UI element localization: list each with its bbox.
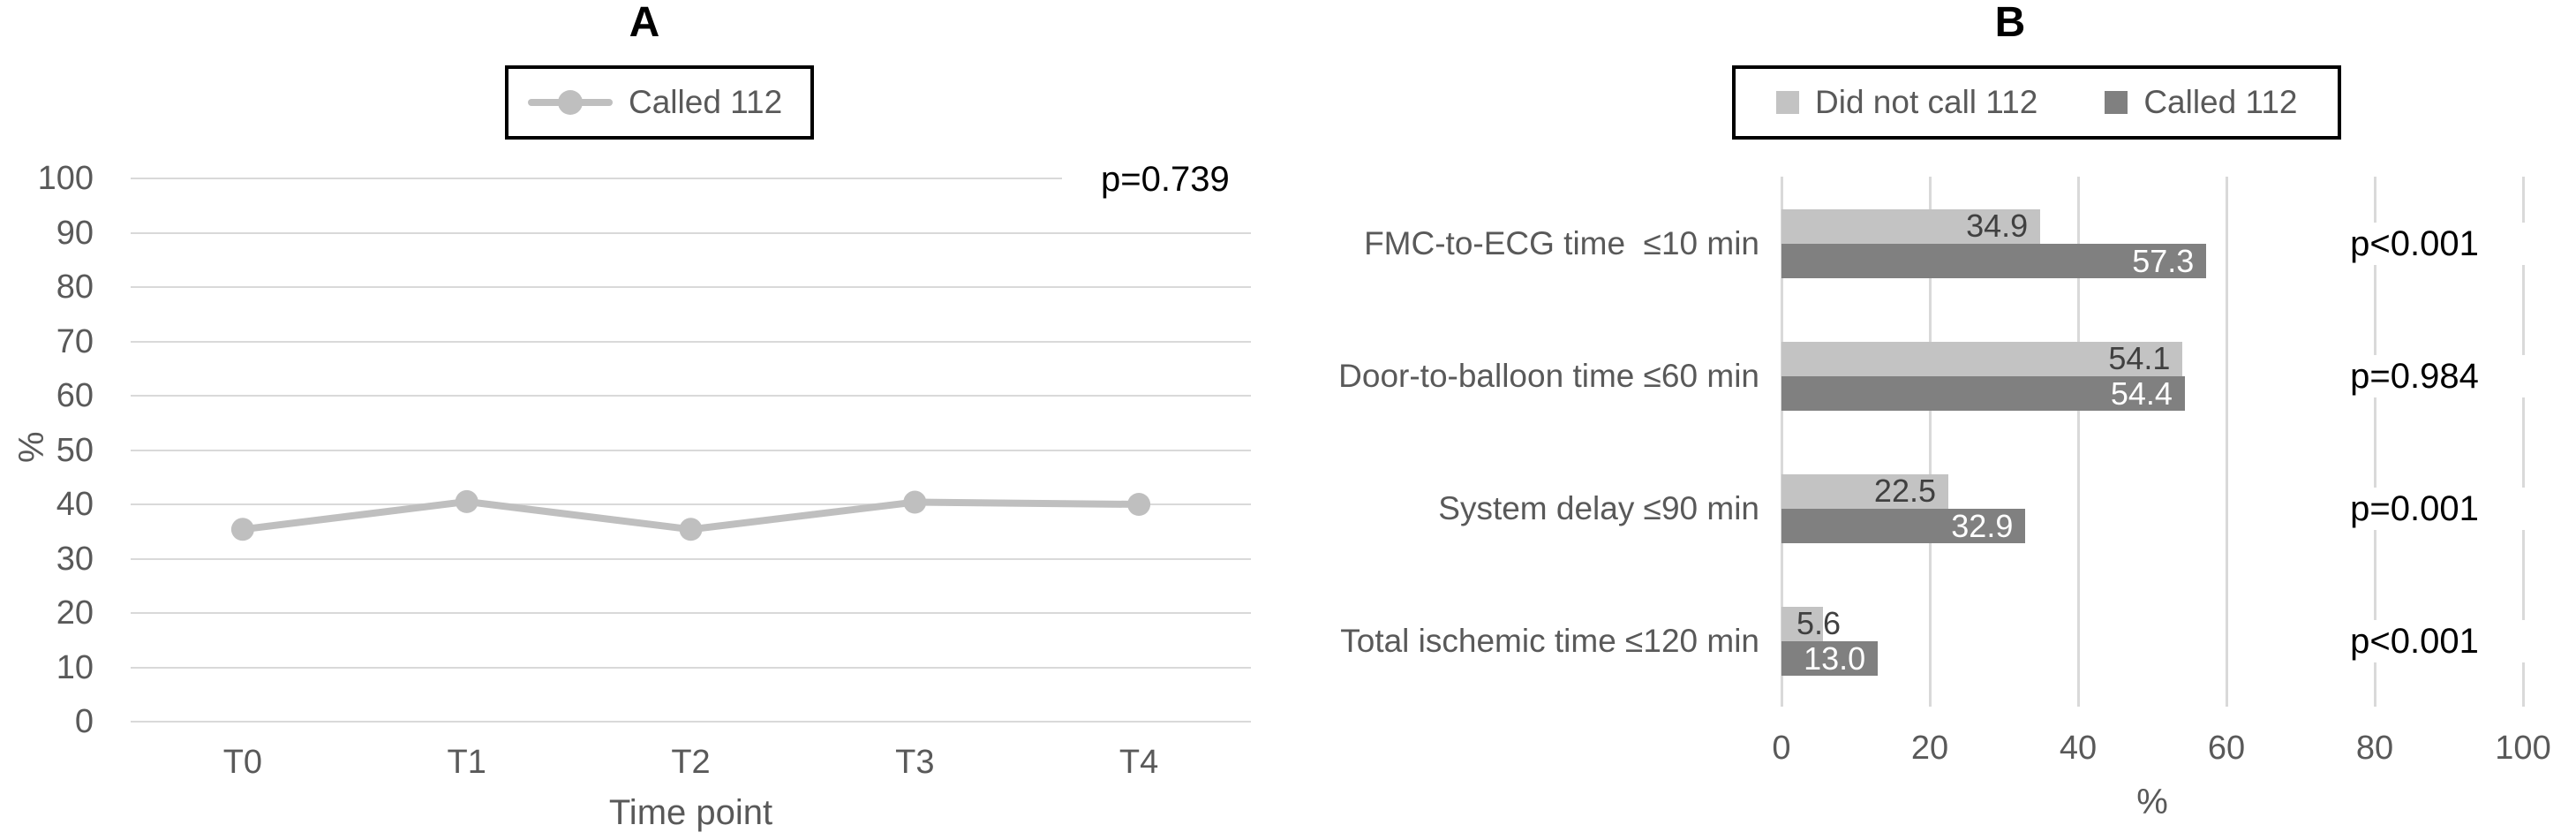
x-tick-label-T3: T3 [895, 744, 935, 781]
bar-value-light-3: 5.6 [1796, 605, 1842, 641]
gridline-100 [131, 178, 1062, 179]
data-point-T3 [903, 490, 927, 514]
gridline-30 [131, 557, 1251, 560]
gridline-20 [1928, 177, 1932, 707]
bar-value-light-1: 54.1 [2108, 340, 2171, 376]
panel-a-legend-label: Called 112 [629, 84, 783, 120]
did-not-call-swatch-icon [1776, 91, 1799, 114]
gridline-50 [131, 449, 1251, 451]
y-tick-label-30: 30 [56, 540, 94, 578]
category-label-1: Door-to-balloon time ≤60 min [1338, 358, 1759, 394]
panel-b-legend-label-dark: Called 112 [2143, 84, 2298, 120]
gridline-40 [131, 503, 1251, 505]
bar-light-3 [1781, 607, 1824, 641]
line-series-svg [230, 489, 1151, 541]
panel-a-x-tick-labels: T0 T1 T2 T3 T4 [131, 744, 1251, 781]
y-tick-label-100: 100 [37, 160, 94, 197]
bar-dark-1 [1781, 376, 2185, 411]
gridline-100 [2521, 177, 2525, 707]
y-tick-label-0: 0 [74, 703, 94, 740]
bar-light-2 [1781, 474, 1948, 509]
bar-value-light-2: 22.5 [1873, 473, 1936, 509]
y-tick-label-40: 40 [56, 486, 94, 523]
y-tick-label-10: 10 [56, 648, 94, 686]
bar-value-light-0: 34.9 [1966, 208, 2029, 244]
gridline-80 [131, 286, 1251, 288]
p-value-3: p<0.001 [2300, 620, 2529, 662]
y-tick-label-80: 80 [56, 269, 94, 306]
p-value-0: p<0.001 [2300, 223, 2529, 265]
data-point-T2 [679, 518, 703, 541]
line-marker-icon [558, 90, 583, 115]
x-tick-label-100: 100 [2495, 730, 2551, 767]
bar-light-0 [1781, 209, 2041, 244]
x-tick-label-T4: T4 [1119, 744, 1159, 781]
bar-dark-0 [1781, 244, 2207, 278]
panel-a-p-value: p=0.739 [1074, 159, 1230, 200]
gridline-0 [131, 721, 1251, 723]
category-label-2: System delay ≤90 min [1438, 490, 1759, 526]
panel-b-category-labels: FMC-to-ECG time ≤10 min Door-to-balloon t… [1262, 177, 1759, 707]
gridline-60 [131, 395, 1251, 397]
y-tick-label-60: 60 [56, 377, 94, 414]
x-tick-label-20: 20 [1910, 730, 1949, 767]
x-tick-label-0: 0 [1772, 730, 1791, 767]
panel-b-title: B [1994, 0, 2026, 46]
panel-b-x-axis-title: % [2136, 783, 2168, 821]
data-point-T0 [230, 518, 254, 541]
panel-a-y-tick-labels: 0 10 20 30 40 50 60 70 80 90 100 [0, 161, 113, 739]
y-tick-label-50: 50 [56, 431, 94, 469]
x-tick-label-80: 80 [2355, 730, 2394, 767]
panel-a-title: A [629, 0, 660, 46]
bar-value-dark-3: 13.0 [1804, 640, 1866, 677]
panel-b-plot-area: 34.9 57.3 p<0.001 54.1 54.4 p=0.984 22.5 32.9 p=… [1780, 177, 2529, 707]
p-value-1: p=0.984 [2300, 355, 2529, 397]
line-series-swatch [528, 90, 613, 115]
bar-value-dark-0: 57.3 [2132, 243, 2195, 279]
panel-a-plot-area [131, 178, 1251, 723]
panel-a-legend: Called 112 [505, 65, 815, 140]
gridline-10 [131, 666, 1251, 669]
category-label-0: FMC-to-ECG time ≤10 min [1364, 225, 1759, 261]
gridline-90 [131, 231, 1251, 234]
p-value-2: p=0.001 [2300, 488, 2529, 530]
category-label-3: Total ischemic time ≤120 min [1340, 623, 1759, 659]
gridline-20 [131, 612, 1251, 614]
bar-light-1 [1781, 342, 2183, 376]
data-point-T4 [1127, 493, 1151, 516]
x-tick-label-40: 40 [2059, 730, 2098, 767]
gridline-80 [2373, 177, 2376, 707]
gridline-0 [1780, 177, 1783, 707]
bar-dark-2 [1781, 509, 2026, 543]
bar-dark-3 [1781, 641, 1879, 676]
y-tick-label-70: 70 [56, 322, 94, 360]
data-point-T1 [455, 489, 478, 513]
gridline-60 [2225, 177, 2228, 707]
x-tick-label-T1: T1 [447, 744, 486, 781]
panel-a-x-axis-title: Time point [608, 793, 773, 832]
y-tick-label-90: 90 [56, 214, 94, 252]
panel-b-x-tick-labels: 0 20 40 60 80 100 [1772, 730, 2550, 767]
panel-b-legend: Did not call 112 Called 112 [1732, 65, 2342, 140]
gridline-40 [2076, 177, 2080, 707]
x-tick-label-T2: T2 [671, 744, 711, 781]
x-tick-label-60: 60 [2207, 730, 2246, 767]
panel-b-legend-label-light: Did not call 112 [1815, 84, 2038, 120]
bar-value-dark-2: 32.9 [1951, 508, 2014, 544]
y-tick-label-20: 20 [56, 594, 94, 632]
gridline-70 [131, 340, 1251, 343]
bar-value-dark-1: 54.4 [2110, 375, 2173, 412]
called-112-swatch-icon [2105, 91, 2128, 114]
x-tick-label-T0: T0 [222, 744, 263, 781]
